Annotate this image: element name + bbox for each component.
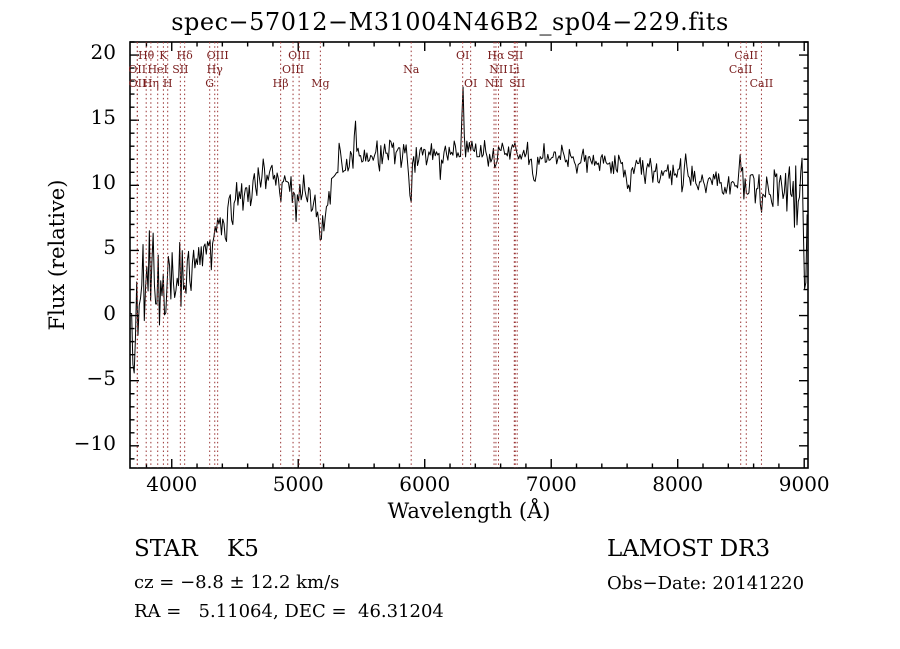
y-tick-label: 5: [103, 235, 116, 260]
spectral-line-label: OII: [128, 63, 147, 76]
spectral-line-label: OIII: [282, 63, 305, 76]
obs-date-text: Obs−Date: 20141220: [607, 573, 805, 594]
x-tick-label: 6000: [399, 472, 451, 496]
spectral-line-label: K: [159, 49, 168, 62]
spectral-line-label: Hδ: [176, 49, 193, 62]
spectral-line-label: OIII: [206, 49, 229, 62]
spectral-line-label: HeI: [147, 63, 168, 76]
y-tick-label: 15: [90, 105, 116, 130]
x-axis-label: Wavelength (Å): [387, 499, 551, 523]
plot-title: spec−57012−M31004N46B2_sp04−229.fits: [171, 8, 729, 36]
spectral-line-label: CaII: [728, 63, 753, 76]
x-tick-label: 7000: [525, 472, 577, 496]
spectral-line-label: Hβ: [272, 77, 289, 90]
spectral-line-label: Mg: [311, 77, 330, 90]
spectral-line-label: Hθ: [138, 49, 155, 62]
spectral-line-label: SII: [507, 49, 524, 62]
spectral-line-label: G: [205, 77, 215, 90]
x-tick-label: 9000: [778, 472, 830, 496]
spectral-line-label: Li: [508, 63, 520, 76]
spectral-line-label: CaII: [749, 77, 774, 90]
spectral-line-label: Hγ: [206, 63, 223, 76]
spectral-line-label: OII: [128, 77, 147, 90]
spectral-line-label: CaII: [734, 49, 759, 62]
y-tick-label: −5: [86, 365, 116, 390]
x-tick-label: 8000: [652, 472, 704, 496]
spectral-line-label: Na: [403, 63, 420, 76]
spectral-line-label: H: [162, 77, 173, 90]
object-class-text: STAR K5: [134, 536, 259, 562]
spectral-line-label: Hα: [487, 49, 505, 62]
spectral-line-label: NII: [489, 63, 508, 76]
spectral-line-label: OI: [455, 49, 470, 62]
x-tick-label: 5000: [272, 472, 324, 496]
y-tick-label: 20: [90, 40, 116, 65]
survey-text: LAMOST DR3: [607, 536, 771, 562]
x-tick-label: 4000: [146, 472, 198, 496]
spectral-line-label: OIII: [288, 49, 311, 62]
spectral-line-label: NII: [484, 77, 504, 90]
ra-dec-text: RA = 5.11064, DEC = 46.31204: [134, 601, 444, 622]
y-tick-label: 0: [103, 300, 116, 325]
y-tick-label: −10: [73, 430, 116, 455]
cz-text: cz = −8.8 ± 12.2 km/s: [134, 572, 340, 593]
spectral-line-label: OI: [463, 77, 478, 90]
y-tick-label: 10: [90, 170, 116, 195]
spectral-line-label: Hη: [142, 77, 159, 90]
spectral-line-label: SII: [509, 77, 526, 90]
spectral-line-label: SII: [172, 63, 189, 76]
